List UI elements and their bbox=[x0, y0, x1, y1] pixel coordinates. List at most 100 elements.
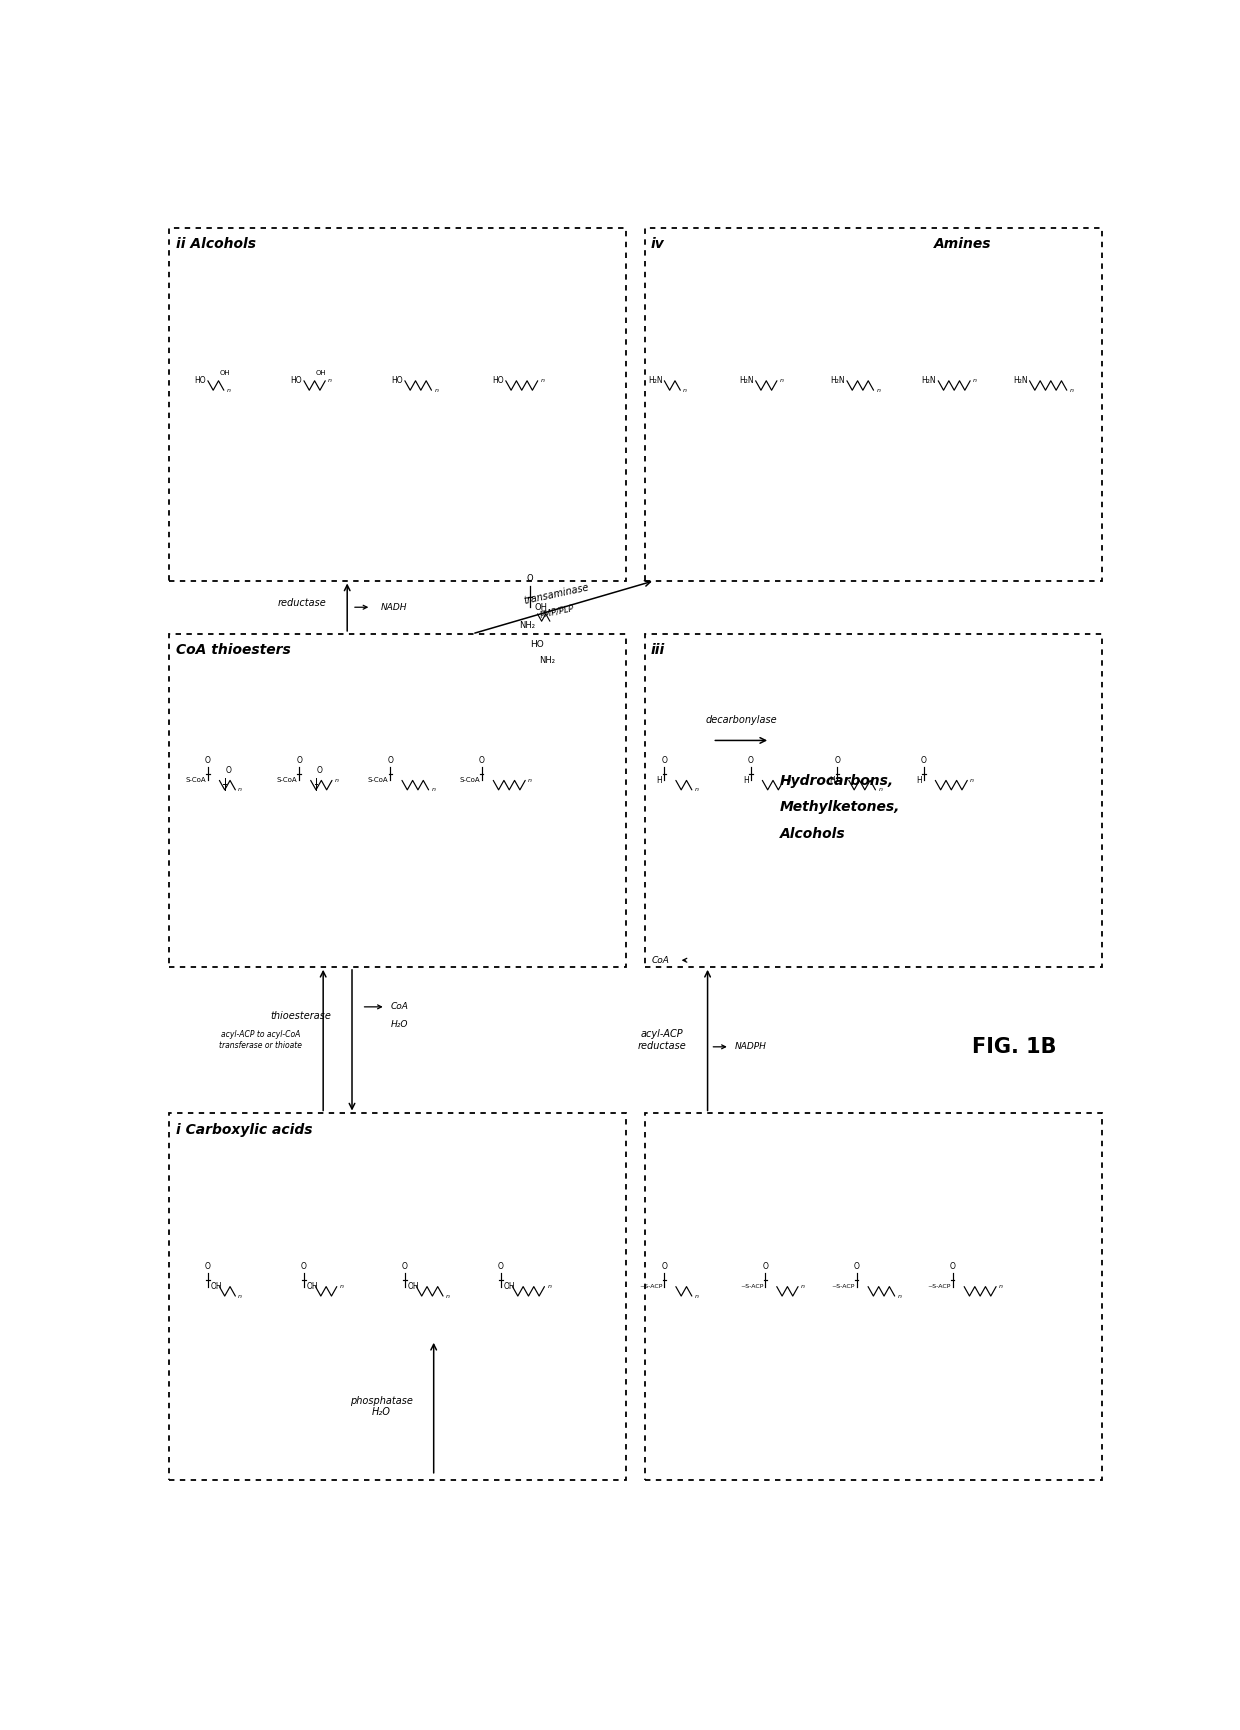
Bar bbox=[170, 633, 626, 967]
Text: S-CoA: S-CoA bbox=[368, 777, 388, 784]
Text: H: H bbox=[657, 775, 662, 785]
Text: i Carboxylic acids: i Carboxylic acids bbox=[176, 1123, 312, 1137]
Text: n: n bbox=[780, 379, 784, 384]
Text: O: O bbox=[835, 756, 841, 765]
Text: n: n bbox=[1070, 388, 1074, 393]
Text: OH: OH bbox=[408, 1282, 419, 1291]
Text: S-CoA: S-CoA bbox=[459, 777, 480, 784]
Text: H₂N: H₂N bbox=[647, 375, 662, 386]
Text: n: n bbox=[877, 388, 880, 393]
Text: NH₂: NH₂ bbox=[518, 621, 534, 630]
Text: n: n bbox=[238, 787, 242, 792]
Text: S-CoA: S-CoA bbox=[277, 777, 298, 784]
Text: OH: OH bbox=[306, 1282, 319, 1291]
Text: O: O bbox=[479, 756, 485, 765]
Text: n: n bbox=[432, 787, 435, 792]
Text: n: n bbox=[878, 787, 883, 792]
Text: n: n bbox=[528, 778, 532, 784]
Bar bbox=[170, 1114, 626, 1479]
Text: O: O bbox=[205, 756, 211, 765]
Text: decarbonylase: decarbonylase bbox=[706, 716, 777, 725]
Text: H₂N: H₂N bbox=[1013, 375, 1028, 386]
Text: OH: OH bbox=[219, 370, 231, 375]
Text: iv: iv bbox=[651, 237, 665, 251]
Bar bbox=[645, 228, 1101, 581]
Text: O: O bbox=[317, 766, 322, 775]
Text: H: H bbox=[916, 775, 921, 785]
Text: ii Alcohols: ii Alcohols bbox=[176, 237, 257, 251]
Text: O: O bbox=[763, 1261, 768, 1272]
Text: O: O bbox=[527, 574, 533, 583]
Text: thioesterase: thioesterase bbox=[270, 1010, 331, 1021]
Text: H₂O: H₂O bbox=[391, 1019, 408, 1029]
Text: Hydrocarbons,: Hydrocarbons, bbox=[780, 773, 894, 787]
Text: acyl-ACP to acyl-CoA
transferase or thioate: acyl-ACP to acyl-CoA transferase or thio… bbox=[219, 1031, 303, 1050]
Text: S-CoA: S-CoA bbox=[185, 777, 206, 784]
Text: PMP/PLP: PMP/PLP bbox=[538, 604, 574, 619]
Text: H: H bbox=[830, 775, 836, 785]
Text: O: O bbox=[853, 1261, 859, 1272]
Text: HO: HO bbox=[392, 375, 403, 386]
Text: n: n bbox=[335, 778, 339, 784]
Text: OH: OH bbox=[211, 1282, 222, 1291]
Text: n: n bbox=[786, 778, 791, 784]
Text: n: n bbox=[999, 1284, 1003, 1289]
Bar bbox=[170, 228, 626, 581]
Text: n: n bbox=[694, 1294, 698, 1299]
Text: NADPH: NADPH bbox=[734, 1041, 766, 1052]
Text: HO: HO bbox=[195, 375, 206, 386]
Text: O: O bbox=[661, 756, 667, 765]
Text: H₂N: H₂N bbox=[831, 375, 844, 386]
Text: Amines: Amines bbox=[934, 237, 991, 251]
Text: n: n bbox=[541, 379, 544, 384]
Text: FIG. 1B: FIG. 1B bbox=[972, 1036, 1056, 1057]
Text: O: O bbox=[661, 1261, 667, 1272]
Text: n: n bbox=[801, 1284, 805, 1289]
Text: n: n bbox=[683, 388, 687, 393]
Text: O: O bbox=[748, 756, 754, 765]
Text: n: n bbox=[238, 1294, 242, 1299]
Text: Methylketones,: Methylketones, bbox=[780, 801, 900, 815]
Text: O: O bbox=[498, 1261, 503, 1272]
Text: OH: OH bbox=[503, 1282, 516, 1291]
Text: CoA: CoA bbox=[391, 1002, 408, 1012]
Text: OH: OH bbox=[315, 370, 326, 375]
Text: n: n bbox=[694, 787, 698, 792]
Text: phosphatase
H₂O: phosphatase H₂O bbox=[350, 1396, 413, 1417]
Text: n: n bbox=[973, 379, 977, 384]
Text: acyl-ACP
reductase: acyl-ACP reductase bbox=[637, 1029, 687, 1050]
Text: NH₂: NH₂ bbox=[539, 656, 556, 664]
Text: HO: HO bbox=[290, 375, 303, 386]
Text: OH: OH bbox=[534, 602, 548, 612]
Text: H₂N: H₂N bbox=[921, 375, 936, 386]
Text: HO: HO bbox=[492, 375, 503, 386]
Text: n: n bbox=[329, 379, 332, 384]
Text: Alcohols: Alcohols bbox=[780, 827, 846, 841]
Text: CoA: CoA bbox=[651, 955, 670, 965]
Text: ~S-ACP: ~S-ACP bbox=[928, 1284, 951, 1289]
Text: iii: iii bbox=[651, 644, 665, 657]
Text: NADH: NADH bbox=[381, 602, 407, 612]
Text: reductase: reductase bbox=[278, 599, 326, 609]
Text: O: O bbox=[301, 1261, 306, 1272]
Text: n: n bbox=[446, 1294, 450, 1299]
Text: O: O bbox=[226, 766, 232, 775]
Text: ~S-ACP: ~S-ACP bbox=[740, 1284, 764, 1289]
Text: n: n bbox=[434, 388, 439, 393]
Bar bbox=[645, 633, 1101, 967]
Text: ~S-ACP: ~S-ACP bbox=[831, 1284, 854, 1289]
Text: O: O bbox=[402, 1261, 408, 1272]
Text: n: n bbox=[970, 778, 975, 784]
Bar bbox=[645, 1114, 1101, 1479]
Text: O: O bbox=[388, 756, 393, 765]
Text: H: H bbox=[743, 775, 749, 785]
Text: O: O bbox=[921, 756, 926, 765]
Text: n: n bbox=[227, 388, 231, 393]
Text: O: O bbox=[950, 1261, 956, 1272]
Text: O: O bbox=[296, 756, 303, 765]
Text: ~S-ACP: ~S-ACP bbox=[639, 1284, 662, 1289]
Text: HO: HO bbox=[529, 640, 543, 649]
Text: n: n bbox=[547, 1284, 552, 1289]
Text: CoA thioesters: CoA thioesters bbox=[176, 644, 291, 657]
Text: transaminase: transaminase bbox=[523, 581, 590, 606]
